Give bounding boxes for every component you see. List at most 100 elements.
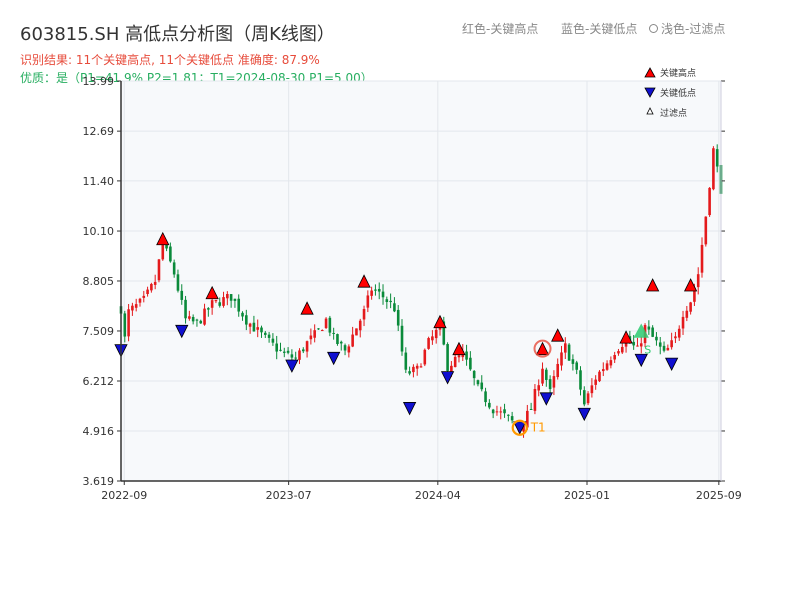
candle-body — [594, 379, 597, 385]
candle-body — [294, 357, 297, 359]
low-triangle-icon — [644, 87, 656, 98]
candle-body — [172, 262, 176, 275]
candle-body — [279, 349, 282, 351]
candle-body — [670, 340, 673, 348]
candle-body — [153, 281, 157, 285]
candle-body — [476, 380, 480, 385]
recognition-result-text: 识别结果: 11个关键高点, 11个关键低点 准确度: 87.9% — [20, 53, 320, 67]
y-tick-label: 10.10 — [83, 225, 115, 238]
candle-body — [636, 345, 639, 347]
candle-body — [180, 290, 184, 300]
candle-body — [286, 350, 290, 353]
y-tick-label: 7.509 — [83, 325, 115, 338]
candle-body — [290, 354, 294, 358]
candle-body — [336, 334, 339, 344]
filtered-triangle-icon — [646, 107, 654, 115]
candle-body — [571, 359, 575, 364]
candle-body — [199, 320, 203, 324]
candle-body — [374, 289, 377, 291]
candle-body — [658, 342, 662, 347]
candle-body — [434, 329, 438, 339]
candle-body — [184, 299, 187, 319]
candle-body — [370, 290, 373, 296]
candle-body — [256, 327, 260, 330]
candle-body — [264, 332, 267, 335]
candle-body — [248, 323, 252, 327]
x-tick-label: 2023-07 — [266, 489, 312, 502]
candle-body — [419, 366, 423, 368]
candle-body — [222, 297, 225, 306]
candle-body — [647, 326, 651, 330]
candle-body — [161, 241, 165, 260]
candle-body — [715, 149, 719, 167]
candle-body — [305, 341, 309, 352]
candle-body — [529, 409, 533, 411]
candle-body — [693, 287, 696, 302]
candle-body — [564, 343, 567, 353]
candle-body — [169, 246, 172, 262]
candle-body — [377, 288, 381, 292]
candle-body — [480, 382, 484, 390]
candle-body — [700, 244, 704, 273]
candle-body — [301, 349, 305, 352]
candle-body — [666, 347, 670, 351]
candle-body — [484, 391, 487, 403]
x-tick-label: 2025-09 — [696, 489, 742, 502]
axes: 3.619 4.916 6.212 7.509 8.805 10.10 11.40 12.69… — [83, 75, 742, 502]
key-high-marker — [645, 278, 660, 292]
t1-circle — [511, 419, 528, 436]
y-tick-label: 13.99 — [83, 75, 115, 88]
candle-body — [450, 365, 453, 373]
candle-body — [469, 357, 472, 370]
candle-body — [165, 244, 168, 249]
candle-body — [590, 385, 594, 394]
candle-body — [453, 356, 457, 368]
candle-body — [267, 334, 271, 338]
candle-body — [685, 310, 689, 318]
candle-body — [260, 327, 263, 333]
candle-body — [396, 309, 400, 326]
candle-body — [617, 351, 620, 354]
candle-body — [605, 363, 609, 370]
candle-body — [237, 298, 241, 312]
candle-body — [138, 298, 142, 303]
candle-body — [655, 336, 658, 341]
candle-body — [351, 334, 354, 347]
x-tick-label: 2025-01 — [564, 489, 610, 502]
candle-body — [404, 352, 408, 370]
x-tick-label: 2022-09 — [101, 489, 147, 502]
filtered-point-marker — [633, 323, 649, 338]
candle-body — [545, 369, 548, 380]
top-legend-blue: 蓝色-关键低点 — [561, 22, 638, 36]
candle-body — [499, 411, 503, 413]
candle-body — [674, 336, 677, 339]
legend-low-label: 关键低点 — [660, 87, 696, 99]
candle-body — [503, 409, 506, 414]
candle-body — [533, 388, 537, 411]
candle-body — [127, 309, 130, 337]
candle-body — [176, 274, 180, 291]
candle-body — [381, 291, 385, 298]
x-tick-label: 2024-04 — [415, 489, 461, 502]
candle-body — [632, 341, 635, 346]
key-high-marker — [156, 231, 170, 246]
candle-body — [620, 346, 624, 353]
key-low-marker — [634, 353, 648, 368]
candle-body — [210, 300, 214, 308]
candle-body — [218, 302, 222, 306]
candle-body — [548, 379, 552, 390]
key-low-marker — [440, 371, 455, 385]
candle-body — [226, 294, 229, 299]
candle-body — [385, 299, 389, 302]
candle-body — [708, 187, 711, 216]
key-low-marker — [539, 392, 553, 406]
candle-body — [579, 370, 582, 390]
candle-body — [229, 294, 233, 301]
candle-body — [552, 376, 556, 388]
candle-body — [415, 365, 419, 369]
candle-body — [366, 295, 370, 308]
legend-high-label: 关键高点 — [660, 67, 696, 79]
candle-body — [677, 328, 681, 338]
circle-icon — [649, 24, 658, 33]
y-tick-label: 12.69 — [83, 125, 115, 138]
